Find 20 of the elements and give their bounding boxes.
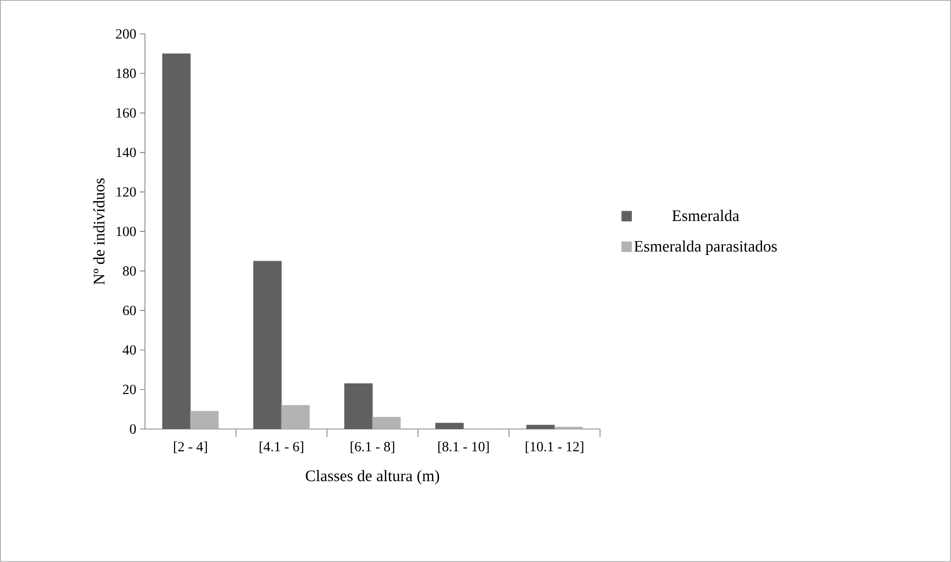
y-tick-label: 180 xyxy=(116,68,136,78)
x-tick-label: [2 - 4] xyxy=(174,442,207,454)
x-tick-label: [8.1 - 10] xyxy=(438,442,489,454)
y-tick-label: 40 xyxy=(122,345,136,355)
text: Esmeralda xyxy=(672,210,740,222)
y-tick-label: 200 xyxy=(116,29,136,39)
y-axis-title: Nº de indivíduos xyxy=(93,178,105,285)
y-tick-label: 120 xyxy=(116,187,136,197)
y-tick-label: 80 xyxy=(122,266,136,276)
y-tick-label: 20 xyxy=(123,384,136,394)
y-tick-label: 140 xyxy=(116,148,136,158)
x-tick-label: [10.1 - 12] xyxy=(526,442,584,454)
y-tick-label: 160 xyxy=(116,108,136,118)
y-tick-label: 100 xyxy=(116,226,136,236)
legend-label: Esmeralda parasitados xyxy=(634,240,777,255)
x-axis-title: Classes de altura (m) xyxy=(306,470,440,485)
y-tick-label: 60 xyxy=(122,306,136,316)
y-tick-label: 0 xyxy=(130,424,136,434)
x-tick-label: [6.1 - 8] xyxy=(350,442,394,454)
x-tick-label: [4.1 - 6] xyxy=(260,442,304,454)
